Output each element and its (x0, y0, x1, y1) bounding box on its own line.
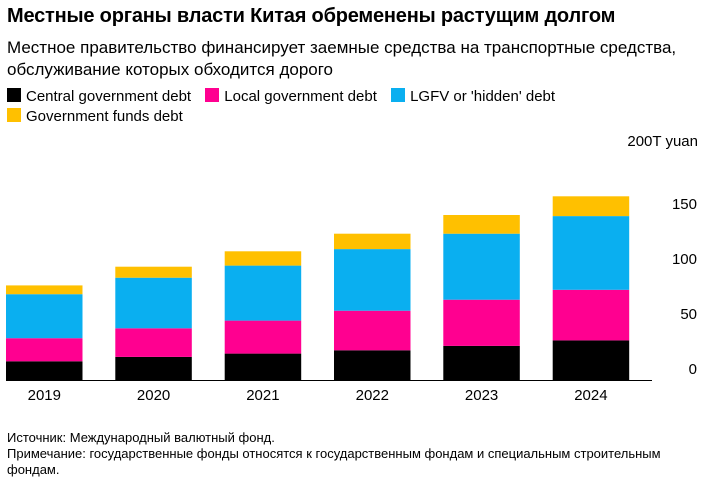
legend-item-local: Local government debt (205, 87, 377, 107)
page-title: Местные органы власти Китая обременены р… (7, 5, 616, 27)
bar-segment-2022-s0 (334, 350, 411, 380)
bar-segment-2020-s0 (115, 356, 192, 380)
x-tick-label-2024: 2024 (574, 387, 607, 404)
bar-segment-2023-s2 (443, 233, 520, 300)
bar-segment-2024-s3 (552, 196, 630, 217)
x-tick-label-2022: 2022 (356, 387, 389, 404)
footnote: Примечание: государственные фонды относя… (7, 446, 661, 477)
bar-segment-2020-s1 (115, 328, 192, 357)
legend-item-lgfv: LGFV or 'hidden' debt (391, 87, 555, 107)
legend-item-central: Central government debt (7, 87, 191, 107)
bar-segment-2024-s0 (552, 340, 630, 380)
bar-segment-2022-s1 (334, 310, 411, 351)
chart-footer: Источник: Международный валютный фонд. П… (7, 430, 707, 478)
bar-segment-2023-s1 (443, 299, 520, 346)
bar-segment-2019-s1 (6, 338, 83, 362)
bar-segment-2021-s0 (224, 353, 302, 380)
bar-segment-2019-s2 (6, 294, 83, 339)
chart-legend: Central government debt Local government… (7, 87, 707, 127)
bar-segment-2022-s3 (334, 233, 411, 250)
legend-label-central: Central government debt (26, 88, 192, 105)
bar-segment-2021-s3 (224, 251, 302, 266)
bar-segment-2024-s1 (552, 289, 630, 341)
legend-swatch-lgfv (391, 88, 406, 102)
bar-segment-2023-s3 (443, 215, 520, 234)
bar-segment-2019-s3 (6, 285, 83, 295)
bar-segment-2019-s0 (6, 361, 83, 380)
bar-segment-2020-s2 (115, 277, 192, 329)
bar-segment-2022-s2 (334, 249, 411, 311)
legend-label-local: Local government debt (224, 88, 377, 105)
y-tick-label-100: 100 (672, 251, 697, 268)
x-tick-label-2019: 2019 (28, 387, 61, 404)
page-subtitle: Местное правительство финансирует заемны… (7, 38, 677, 79)
legend-label-funds: Government funds debt (26, 108, 183, 125)
legend-swatch-local (205, 88, 220, 102)
y-tick-label-150: 150 (672, 196, 697, 213)
legend-label-lgfv: LGFV or 'hidden' debt (410, 88, 556, 105)
legend-item-funds: Government funds debt (7, 107, 183, 127)
y-axis-unit-label: 200T yuan (627, 133, 698, 150)
legend-swatch-central (7, 88, 21, 102)
source-note: Источник: Международный валютный фонд. (7, 430, 275, 445)
bar-segment-2024-s2 (552, 216, 630, 290)
bar-segment-2023-s0 (443, 345, 520, 380)
legend-swatch-funds (7, 108, 21, 122)
y-tick-label-50: 50 (680, 306, 697, 323)
x-tick-label-2021: 2021 (246, 387, 279, 404)
x-tick-label-2020: 2020 (137, 387, 170, 404)
bar-segment-2021-s1 (224, 320, 302, 354)
bar-segment-2021-s2 (224, 265, 302, 321)
bar-segment-2020-s3 (115, 266, 192, 278)
y-tick-label-0: 0 (689, 361, 697, 378)
x-tick-label-2023: 2023 (465, 387, 498, 404)
